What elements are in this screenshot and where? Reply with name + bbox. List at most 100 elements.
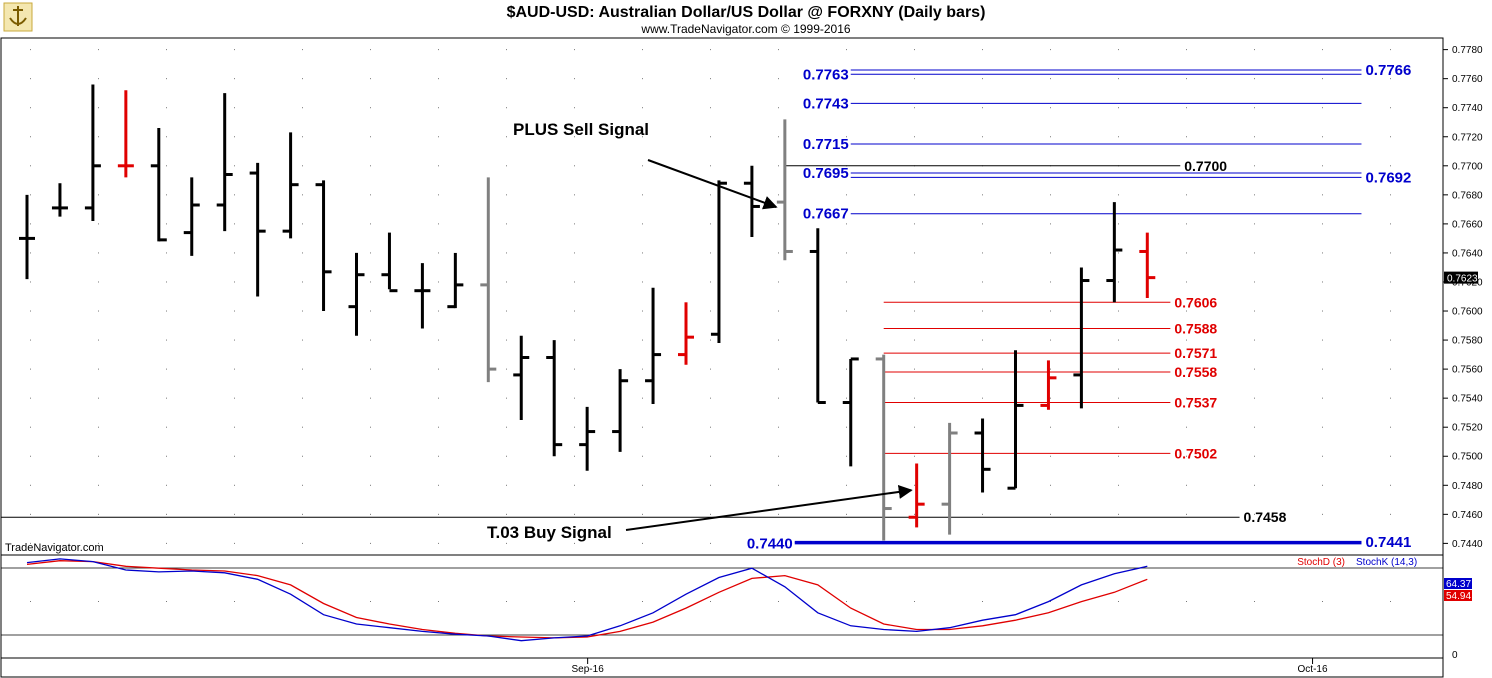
grid-dot	[1254, 165, 1255, 167]
grid-dot	[982, 513, 983, 515]
y-tick-label: 0.7660	[1452, 219, 1483, 230]
grid-dot	[30, 107, 31, 109]
grid-dot	[914, 310, 915, 312]
grid-dot	[98, 49, 99, 51]
grid-dot	[302, 49, 303, 51]
grid-dot	[1254, 78, 1255, 80]
y-tick-label: 0.7540	[1452, 394, 1483, 405]
grid-dot	[166, 455, 167, 457]
grid-dot	[642, 310, 643, 312]
grid-dot	[1118, 281, 1119, 283]
grid-dot	[1322, 397, 1323, 399]
ohlc-bar	[1106, 202, 1123, 303]
grid-dot	[574, 78, 575, 80]
grid-dot	[1322, 368, 1323, 370]
grid-dot	[438, 310, 439, 312]
grid-dot	[1390, 339, 1391, 341]
grid-dot	[642, 397, 643, 399]
grid-dot	[914, 368, 915, 370]
grid-dot	[438, 368, 439, 370]
grid-dot	[370, 194, 371, 196]
grid-dot	[574, 49, 575, 51]
grid-dot	[710, 368, 711, 370]
grid-dot	[914, 136, 915, 138]
grid-dot	[710, 78, 711, 80]
ohlc-bar	[19, 194, 35, 280]
grid-dot	[370, 78, 371, 80]
grid-dot	[1118, 368, 1119, 370]
price-pane-frame	[0, 37, 1444, 556]
level-label: 0.7763	[803, 66, 849, 83]
y-tick-label: 0.7520	[1452, 423, 1483, 434]
grid-dot	[1390, 107, 1391, 109]
ohlc-bar	[941, 422, 958, 535]
level-label: 0.7692	[1365, 169, 1411, 186]
grid-dot	[778, 368, 779, 370]
grid-dot	[1254, 397, 1255, 399]
ohlc-bar	[743, 165, 760, 237]
grid-dot	[574, 513, 575, 515]
grid-dot	[98, 194, 99, 196]
stoch-d-value: 54.94	[1446, 591, 1471, 602]
grid-dot	[438, 339, 439, 341]
y-tick-label: 0.7440	[1452, 539, 1483, 550]
time-axis: Sep-16 Oct-16	[572, 658, 1328, 675]
grid-dot	[914, 107, 915, 109]
stoch-d-tag	[1444, 590, 1472, 601]
grid-dot	[1050, 397, 1051, 399]
grid-dot	[982, 194, 983, 196]
grid-dot	[506, 426, 507, 428]
current-price-tag	[1444, 271, 1478, 284]
grid-dot	[302, 165, 303, 167]
grid-dot	[166, 223, 167, 225]
grid-dot	[302, 455, 303, 457]
grid-dot	[642, 542, 643, 544]
grid-dot	[778, 107, 779, 109]
level-label: 0.7606	[1174, 294, 1217, 310]
grid-dot	[166, 484, 167, 486]
grid-dot	[438, 252, 439, 254]
grid-dot	[1390, 78, 1391, 80]
grid-dot	[1186, 426, 1187, 428]
grid-dot	[370, 310, 371, 312]
grid-dot	[778, 484, 779, 486]
grid-dot	[778, 165, 779, 167]
grid-dot	[778, 49, 779, 51]
stoch-d-legend: StochD (3)	[1297, 557, 1345, 568]
grid-dot	[1186, 368, 1187, 370]
ohlc-bar	[1007, 350, 1024, 490]
grid-dot	[234, 49, 235, 51]
grid-dot	[1118, 426, 1119, 428]
y-tick-label: 0.7680	[1452, 190, 1483, 201]
grid-dot	[234, 484, 235, 486]
level-label: 0.7700	[1184, 158, 1227, 174]
y-tick-label: 0.7640	[1452, 248, 1483, 259]
ohlc-bar	[908, 463, 925, 528]
ohlc-bar	[776, 119, 793, 261]
grid-dot	[1186, 310, 1187, 312]
grid-dot	[1050, 310, 1051, 312]
grid-dot	[506, 455, 507, 457]
grid-dot	[1322, 455, 1323, 457]
grid-dot	[370, 107, 371, 109]
ohlc-bar	[414, 263, 431, 329]
grid-dot	[98, 368, 99, 370]
grid-dot	[574, 107, 575, 109]
buy-signal-label: T.03 Buy Signal	[487, 523, 612, 542]
grid-dot	[1390, 513, 1391, 515]
ohlc-bar	[546, 340, 563, 457]
grid-dot	[982, 136, 983, 138]
grid-dot	[166, 281, 167, 283]
y-tick-label: 0.7760	[1452, 74, 1483, 85]
grid-dot	[778, 136, 779, 138]
grid-dot	[370, 455, 371, 457]
grid-dot	[1390, 484, 1391, 486]
grid-dot	[982, 78, 983, 80]
grid-dot	[234, 397, 235, 399]
grid-dot	[166, 426, 167, 428]
grid-dot	[370, 601, 371, 602]
chart-title: $AUD-USD: Australian Dollar/US Dollar @ …	[507, 4, 986, 21]
level-lines: 0.7763 0.7766 0.7743 0.7715 0.7695 0.7692 0.76…	[1, 62, 1411, 552]
grid-dot	[982, 368, 983, 370]
grid-dot	[1390, 310, 1391, 312]
